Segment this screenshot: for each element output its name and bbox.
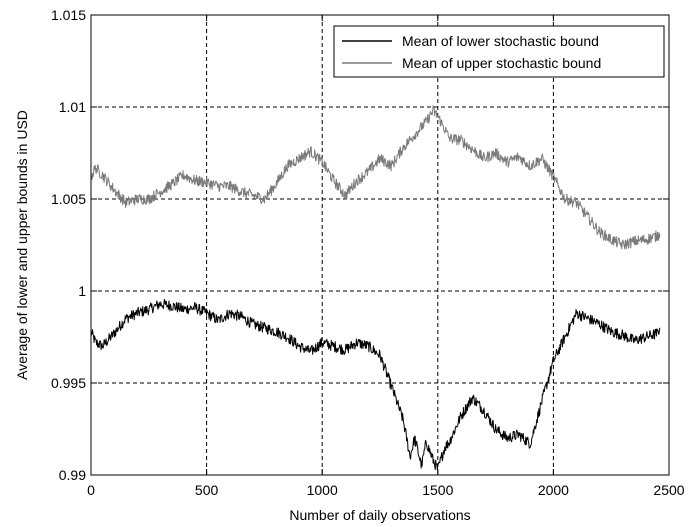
y-axis-label: Average of lower and upper bounds in USD bbox=[14, 110, 30, 380]
grid bbox=[91, 15, 669, 475]
x-tick-label: 2000 bbox=[538, 482, 569, 498]
legend-label-lower-bound: Mean of lower stochastic bound bbox=[402, 33, 599, 49]
lower-bound-line bbox=[90, 298, 661, 471]
y-tick-label: 1.01 bbox=[59, 99, 86, 115]
y-tick-label: 0.99 bbox=[59, 467, 86, 483]
upper-bound-line bbox=[90, 105, 661, 250]
x-tick-label: 0 bbox=[87, 482, 95, 498]
x-tick-label: 1000 bbox=[307, 482, 338, 498]
y-tick-label: 1.005 bbox=[51, 191, 86, 207]
legend-box bbox=[333, 25, 665, 78]
plot-frame bbox=[90, 14, 670, 476]
y-tick-label: 1 bbox=[78, 283, 86, 299]
x-tick-label: 1500 bbox=[422, 482, 453, 498]
y-tick-label: 1.015 bbox=[51, 7, 86, 23]
x-tick-labels: 0 500 1000 1500 2000 2500 bbox=[87, 482, 685, 498]
x-axis-label: Number of daily observations bbox=[289, 507, 470, 523]
legend-label-upper-bound: Mean of upper stochastic bound bbox=[402, 55, 601, 71]
legend: Mean of lower stochastic bound Mean of u… bbox=[333, 25, 665, 78]
x-tick-label: 2500 bbox=[653, 482, 684, 498]
series-lines bbox=[90, 105, 661, 471]
y-tick-labels: 0.99 0.995 1 1.005 1.01 1.015 bbox=[51, 7, 86, 483]
x-tick-label: 500 bbox=[195, 482, 219, 498]
axis-ticks bbox=[90, 14, 670, 476]
y-tick-label: 0.995 bbox=[51, 375, 86, 391]
